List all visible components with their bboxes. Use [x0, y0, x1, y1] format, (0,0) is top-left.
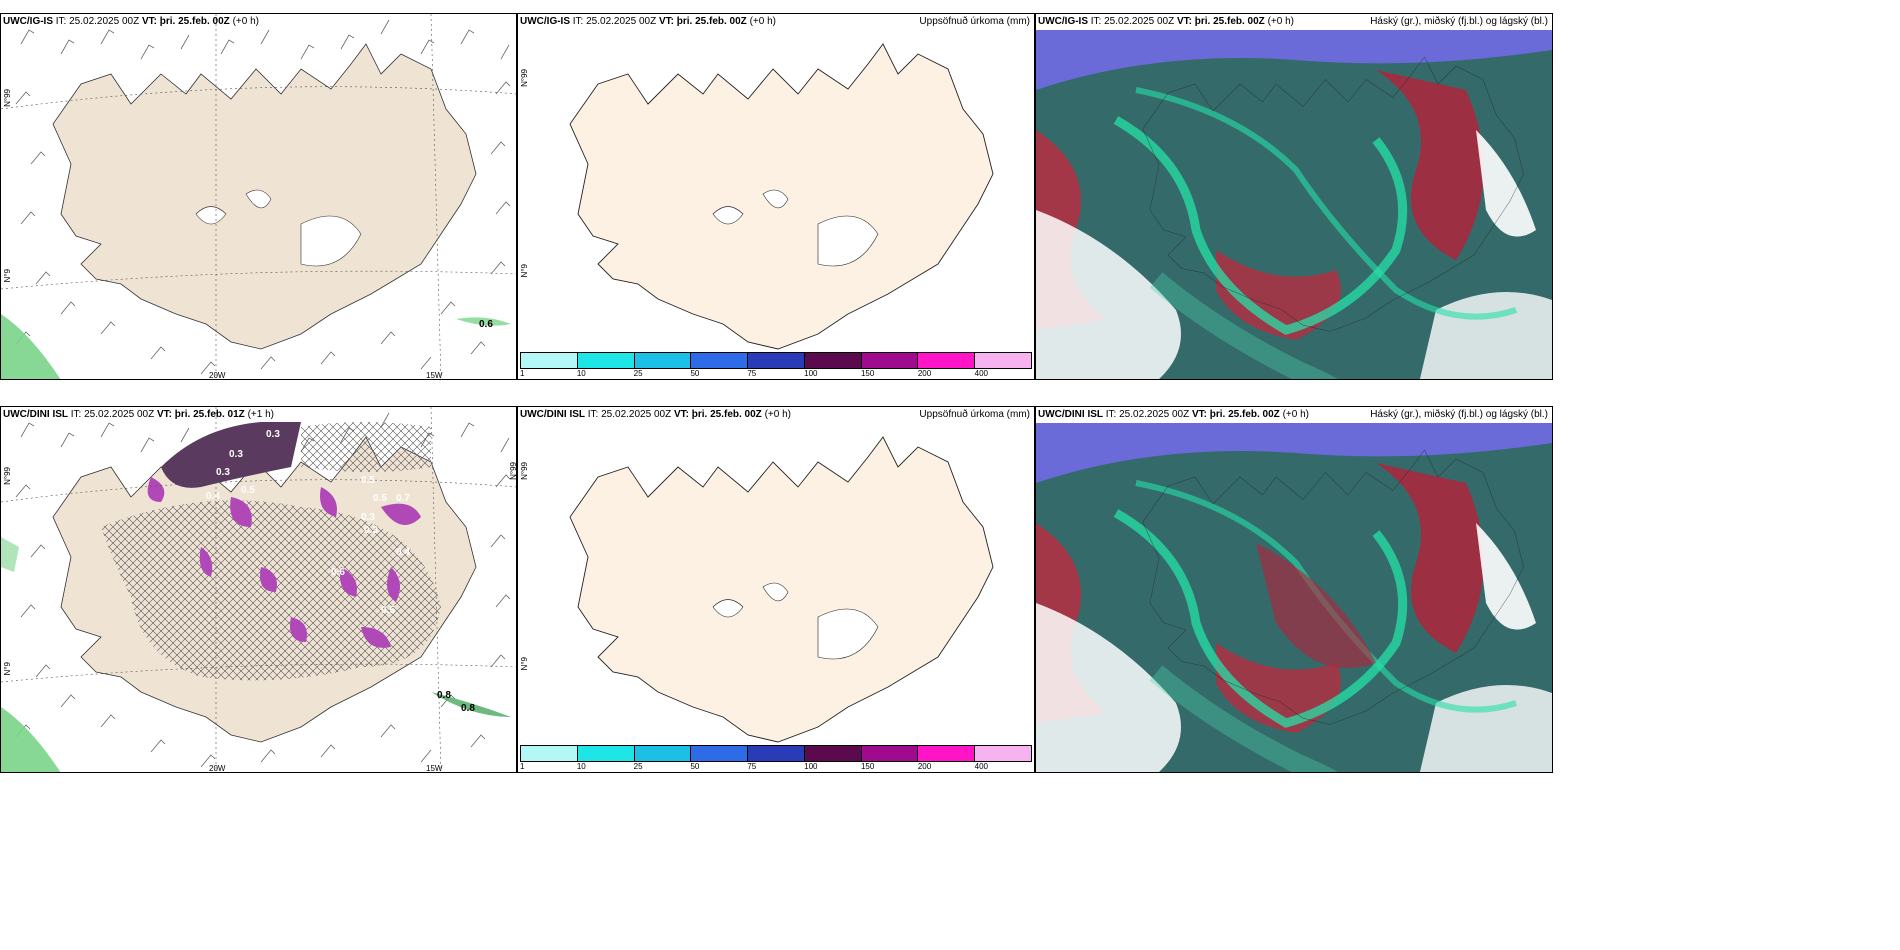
lon-tick: 20W — [209, 371, 226, 380]
value-label: 0.3 — [229, 449, 243, 460]
colorbar-label: 400 — [974, 762, 988, 771]
value-label: 0.3 — [266, 429, 280, 440]
colorbar-swatch — [918, 746, 976, 761]
colorbar-label: 50 — [690, 369, 700, 378]
colorbar-swatch — [975, 746, 1032, 761]
colorbar-swatch — [577, 353, 635, 368]
colorbar-label: 200 — [917, 762, 932, 771]
lat-tick: N°99 — [520, 462, 529, 480]
colorbar-label: 150 — [860, 369, 875, 378]
cloud-map — [1036, 30, 1553, 380]
value-label: 0.5 — [373, 493, 387, 504]
value-label: 0.5 — [381, 605, 395, 616]
lon-tick: 15W — [426, 764, 443, 773]
colorbar-swatch — [748, 353, 805, 368]
value-label: 0.3 — [216, 467, 230, 478]
value-label: 0.5 — [361, 475, 375, 486]
value-label: 0.4 — [396, 547, 410, 558]
panel-title: UWC/IG-IS IT: 25.02.2025 00Z VT: þri. 25… — [3, 16, 259, 27]
precip-map — [569, 436, 994, 743]
colorbar-swatch — [804, 353, 862, 368]
colorbar-swatch — [691, 746, 749, 761]
panel-ig-is-precip: UWC/IG-IS IT: 25.02.2025 00Z VT: þri. 25… — [517, 13, 1035, 380]
value-label: 0.6 — [331, 567, 345, 578]
precip-colorbar — [520, 745, 1032, 762]
colorbar-label: 75 — [747, 369, 757, 378]
value-label: 0.6 — [479, 319, 493, 330]
panel-title: UWC/DINI ISL IT: 25.02.2025 00Z VT: þri.… — [3, 409, 274, 420]
colorbar-label: 25 — [633, 762, 643, 771]
cloud-map — [1036, 423, 1553, 773]
panel-title: UWC/DINI ISL IT: 25.02.2025 00Z VT: þri.… — [520, 409, 791, 420]
colorbar-label: 150 — [860, 762, 875, 771]
lat-tick: N°99 — [3, 89, 12, 107]
value-label: 0.5 — [241, 485, 255, 496]
panel-title: UWC/DINI ISL IT: 25.02.2025 00Z VT: þri.… — [1038, 409, 1309, 421]
lat-tick: N°99 — [3, 467, 12, 485]
panel-title: UWC/IG-IS IT: 25.02.2025 00Z VT: þri. 25… — [1038, 16, 1294, 28]
colorbar-swatch — [975, 353, 1032, 368]
field-title: Uppsöfnuð úrkoma (mm) — [919, 16, 1030, 27]
lat-tick: N°9 — [520, 264, 529, 278]
colorbar-swatch — [634, 746, 692, 761]
lat-tick: N°9 — [520, 657, 529, 671]
colorbar-swatch — [918, 353, 976, 368]
colorbar-label: 200 — [917, 369, 932, 378]
colorbar-swatch — [861, 353, 919, 368]
colorbar-label: 1 — [520, 369, 525, 378]
wind-map — [1, 14, 516, 379]
colorbar-label: 100 — [804, 762, 818, 771]
colorbar-label: 400 — [974, 369, 988, 378]
lon-tick: 20W — [209, 764, 226, 773]
colorbar-swatch — [861, 746, 919, 761]
value-label: 0.3 — [361, 512, 375, 523]
panel-ig-is-clouds: UWC/IG-IS IT: 25.02.2025 00Z VT: þri. 25… — [1035, 13, 1553, 380]
colorbar-swatch — [521, 353, 578, 368]
panel-title: UWC/IG-IS IT: 25.02.2025 00Z VT: þri. 25… — [520, 16, 776, 27]
colorbar-swatch — [577, 746, 635, 761]
field-title: Uppsöfnuð úrkoma (mm) — [919, 409, 1030, 420]
value-label: 0.3 — [364, 525, 378, 536]
lat-tick: N°9 — [3, 269, 12, 283]
precip-map — [569, 43, 994, 350]
colorbar-labels: 1 10 25 50 75 100 150 200 400 — [520, 369, 1032, 379]
panel-dini-clouds: UWC/DINI ISL IT: 25.02.2025 00Z VT: þri.… — [1035, 406, 1553, 773]
panel-dini-wind: UWC/DINI ISL IT: 25.02.2025 00Z VT: þri.… — [0, 406, 517, 773]
colorbar-label: 50 — [690, 762, 700, 771]
value-label: 0.8 — [461, 703, 475, 714]
colorbar-label: 10 — [576, 369, 586, 378]
colorbar-label: 100 — [804, 369, 818, 378]
lon-tick: 15W — [426, 371, 443, 380]
field-title: Háský (gr.), miðský (fj.bl.) og lágský (… — [1370, 16, 1548, 27]
colorbar-swatch — [634, 353, 692, 368]
colorbar-swatch — [748, 746, 805, 761]
lat-tick: N°99 — [509, 462, 517, 480]
wind-precip-map — [1, 407, 516, 772]
value-label: 0.4 — [206, 491, 220, 502]
colorbar-label: 75 — [747, 762, 757, 771]
lat-tick: N°9 — [3, 662, 12, 676]
field-title: Háský (gr.), miðský (fj.bl.) og lágský (… — [1370, 409, 1548, 420]
panel-dini-precip: UWC/DINI ISL IT: 25.02.2025 00Z VT: þri.… — [517, 406, 1035, 773]
colorbar-swatch — [521, 746, 578, 761]
value-label: 0.8 — [437, 690, 451, 701]
colorbar-swatch — [804, 746, 862, 761]
colorbar-label: 25 — [633, 369, 643, 378]
colorbar-labels: 1 10 25 50 75 100 150 200 400 — [520, 762, 1032, 772]
value-label: 0.7 — [396, 493, 410, 504]
lat-tick: N°99 — [520, 69, 529, 87]
colorbar-swatch — [691, 353, 749, 368]
colorbar-label: 10 — [576, 762, 586, 771]
panel-ig-is-wind: UWC/IG-IS IT: 25.02.2025 00Z VT: þri. 25… — [0, 13, 517, 380]
precip-colorbar — [520, 352, 1032, 369]
colorbar-label: 1 — [520, 762, 525, 771]
